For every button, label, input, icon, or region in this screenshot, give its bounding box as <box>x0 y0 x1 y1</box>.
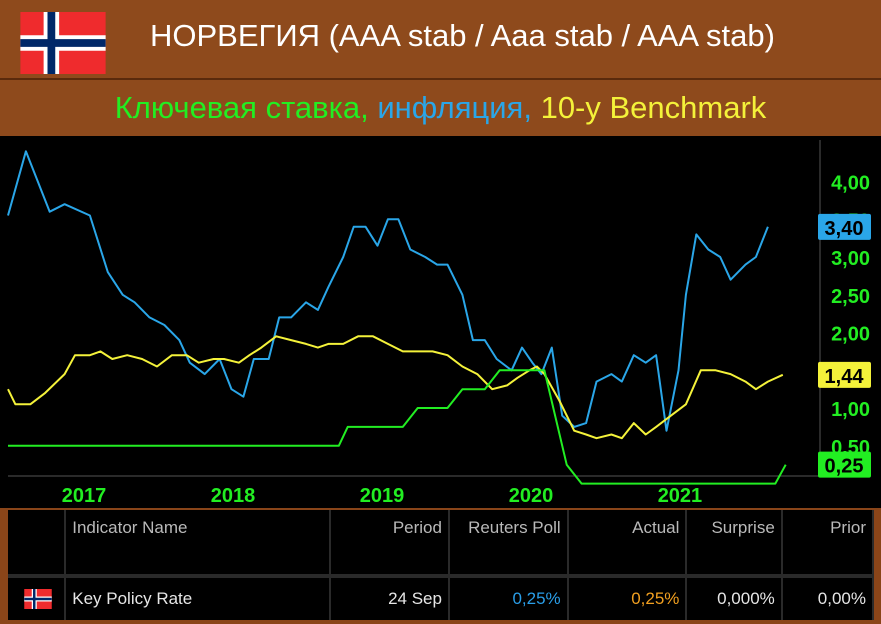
column-header-surprise: Surprise <box>686 510 783 576</box>
surprise-cell: 0,000% <box>686 576 783 620</box>
line-chart: 4,003,503,002,502,001,501,000,5020172018… <box>7 140 871 507</box>
x-tick-label: 2018 <box>211 485 256 507</box>
last-value-label: 3,40 <box>825 218 864 240</box>
chart-area: 4,003,503,002,502,001,501,000,5020172018… <box>0 136 881 508</box>
last-value-badge <box>818 361 871 388</box>
flag-header <box>8 510 67 576</box>
x-tick-label: 2021 <box>658 485 703 507</box>
last-value-badge <box>818 213 871 240</box>
last-value-badge <box>818 451 871 478</box>
indicator-table: Indicator Name Period Reuters Poll Actua… <box>8 510 875 620</box>
row-flag-cell <box>8 576 67 620</box>
x-tick-label: 2017 <box>62 485 107 507</box>
column-header-actual: Actual <box>567 510 688 576</box>
subtitle-part-inflation: инфляция <box>377 90 524 125</box>
column-header-period: Period <box>330 510 450 576</box>
column-header-indicator: Indicator Name <box>65 510 332 576</box>
y-tick-label: 2,00 <box>831 324 870 346</box>
norway-flag-icon <box>20 12 106 74</box>
subtitle-part-rate: Ключевая ставка, <box>114 90 378 125</box>
y-tick-label: 4,00 <box>831 173 870 195</box>
subtitle-part-sep: , <box>523 90 541 125</box>
table-header-row: Indicator Name Period Reuters Poll Actua… <box>8 510 875 576</box>
y-tick-label: 2,50 <box>831 286 870 308</box>
x-tick-label: 2019 <box>360 485 405 507</box>
prior-cell: 0,00% <box>781 576 875 620</box>
chart-subtitle: Ключевая ставка, инфляция, 10-y Benchmar… <box>0 80 881 136</box>
series-line-1 <box>7 335 784 440</box>
y-tick-label: 1,00 <box>831 399 870 421</box>
indicator-name-cell: Key Policy Rate <box>65 576 332 620</box>
page-title: НОРВЕГИЯ (AAA stab / Aaa stab / AAA stab… <box>150 18 775 53</box>
subtitle-part-benchmark: 10-y Benchmark <box>540 90 767 125</box>
norway-flag-icon <box>24 589 52 609</box>
last-value-label: 1,44 <box>825 366 865 388</box>
column-header-prior: Prior <box>781 510 875 576</box>
last-value-label: 0,25 <box>825 456 864 478</box>
y-tick-label: 3,00 <box>831 248 870 270</box>
column-header-reuters-poll: Reuters Poll <box>448 510 569 576</box>
table-row[interactable]: Key Policy Rate 24 Sep 0,25% 0,25% 0,000… <box>8 576 875 620</box>
header-bar: НОРВЕГИЯ (AAA stab / Aaa stab / AAA stab… <box>0 0 881 80</box>
period-cell: 24 Sep <box>330 576 450 620</box>
reuters-poll-cell: 0,25% <box>448 576 569 620</box>
series-line-0 <box>7 150 769 432</box>
series-line-2 <box>8 369 787 485</box>
actual-cell: 0,25% <box>567 576 688 620</box>
x-tick-label: 2020 <box>509 485 554 507</box>
